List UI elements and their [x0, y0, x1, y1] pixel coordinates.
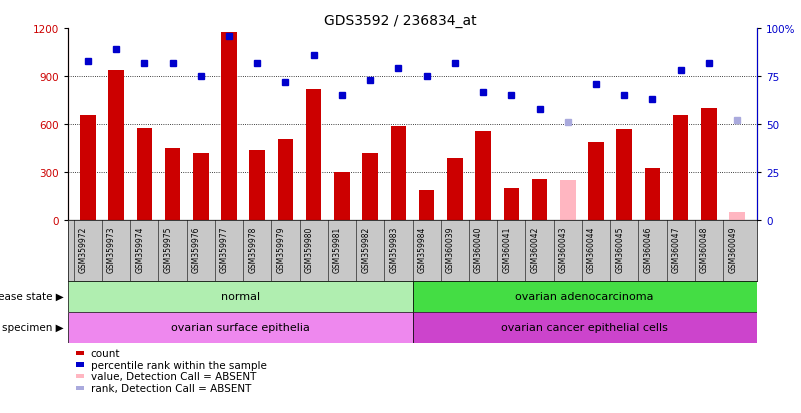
- Bar: [645, 168, 660, 221]
- Bar: [560, 181, 576, 221]
- Text: GSM360044: GSM360044: [587, 226, 596, 272]
- Text: GSM360041: GSM360041: [502, 226, 511, 272]
- Text: GSM360045: GSM360045: [615, 226, 624, 272]
- Bar: [68, 281, 413, 312]
- Text: GSM360039: GSM360039: [446, 226, 455, 272]
- Text: GSM359980: GSM359980: [304, 226, 314, 272]
- Text: GSM359983: GSM359983: [389, 226, 398, 272]
- Text: GSM360047: GSM360047: [672, 226, 681, 272]
- Text: GSM360046: GSM360046: [643, 226, 653, 272]
- Text: GSM360042: GSM360042: [530, 226, 540, 272]
- Bar: [413, 312, 757, 343]
- Text: GSM359977: GSM359977: [220, 226, 229, 272]
- Bar: [362, 154, 378, 221]
- Bar: [413, 281, 757, 312]
- Text: GSM360043: GSM360043: [559, 226, 568, 272]
- Text: ovarian surface epithelia: ovarian surface epithelia: [171, 322, 310, 332]
- Text: disease state ▶: disease state ▶: [0, 291, 64, 301]
- Bar: [504, 189, 519, 221]
- Bar: [730, 213, 745, 221]
- Text: GSM360049: GSM360049: [728, 226, 737, 272]
- Bar: [701, 109, 717, 221]
- Bar: [334, 173, 350, 221]
- Bar: [475, 131, 491, 221]
- Bar: [278, 139, 293, 221]
- Text: value, Detection Call = ABSENT: value, Detection Call = ABSENT: [91, 371, 256, 381]
- Text: GSM360048: GSM360048: [700, 226, 709, 272]
- Bar: [419, 190, 434, 221]
- Text: ovarian adenocarcinoma: ovarian adenocarcinoma: [516, 291, 654, 301]
- Bar: [165, 149, 180, 221]
- Text: percentile rank within the sample: percentile rank within the sample: [91, 360, 267, 370]
- Bar: [221, 33, 237, 221]
- Text: GSM359973: GSM359973: [107, 226, 116, 272]
- Bar: [617, 130, 632, 221]
- Text: GSM359976: GSM359976: [191, 226, 201, 272]
- Bar: [588, 142, 604, 221]
- Bar: [391, 126, 406, 221]
- Text: GSM359975: GSM359975: [163, 226, 172, 272]
- Bar: [108, 71, 124, 221]
- Text: GSM359984: GSM359984: [417, 226, 427, 272]
- Text: rank, Detection Call = ABSENT: rank, Detection Call = ABSENT: [91, 383, 251, 393]
- Text: GSM359981: GSM359981: [333, 226, 342, 272]
- Text: ovarian cancer epithelial cells: ovarian cancer epithelial cells: [501, 322, 668, 332]
- Bar: [80, 115, 95, 221]
- Bar: [136, 129, 152, 221]
- Text: GDS3592 / 236834_at: GDS3592 / 236834_at: [324, 14, 477, 28]
- Text: GSM359972: GSM359972: [78, 226, 88, 272]
- Bar: [249, 150, 265, 221]
- Bar: [447, 159, 463, 221]
- Bar: [193, 154, 208, 221]
- Text: GSM359982: GSM359982: [361, 226, 370, 272]
- Text: count: count: [91, 348, 120, 358]
- Bar: [532, 179, 547, 221]
- Text: GSM359974: GSM359974: [135, 226, 144, 272]
- Bar: [68, 312, 413, 343]
- Bar: [306, 90, 321, 221]
- Text: normal: normal: [221, 291, 260, 301]
- Text: GSM360040: GSM360040: [474, 226, 483, 272]
- Text: GSM359979: GSM359979: [276, 226, 285, 272]
- Text: GSM359978: GSM359978: [248, 226, 257, 272]
- Text: specimen ▶: specimen ▶: [2, 322, 64, 332]
- Bar: [673, 115, 689, 221]
